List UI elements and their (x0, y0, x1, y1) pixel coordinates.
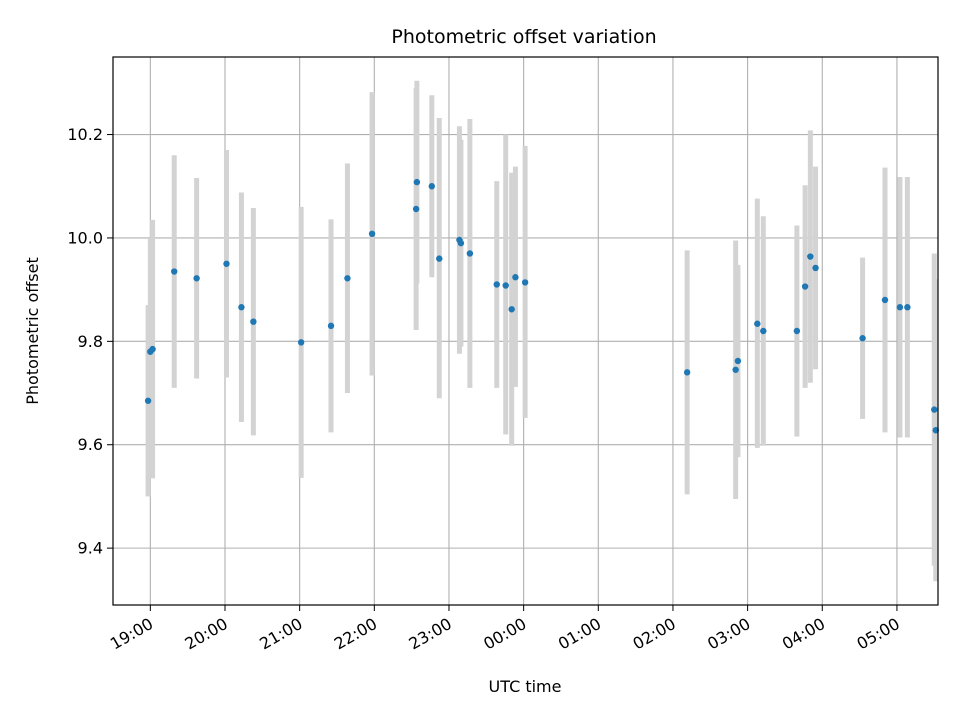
data-point (521, 279, 529, 286)
data-point (412, 205, 420, 213)
data-point (297, 339, 305, 346)
data-point (512, 274, 519, 281)
data-point (344, 275, 351, 282)
plot-area-frame (112, 56, 939, 606)
data-point (171, 268, 178, 275)
data-point (413, 178, 421, 186)
data-point (760, 327, 767, 335)
data-point (466, 250, 474, 257)
data-point (932, 427, 939, 434)
data-point (734, 357, 742, 365)
y-tick-label: 9.4 (78, 539, 103, 558)
y-tick-label: 9.8 (78, 332, 103, 351)
data-point (436, 255, 443, 262)
data-point (502, 282, 509, 289)
data-point (801, 283, 809, 290)
data-point (683, 369, 691, 376)
data-point (250, 318, 257, 325)
data-point (793, 327, 801, 335)
data-point (149, 345, 156, 353)
data-point (881, 296, 889, 304)
data-point (428, 183, 436, 190)
chart-title: Photometric offset variation (391, 26, 656, 48)
data-point (904, 304, 911, 311)
data-point (812, 264, 819, 272)
data-point (238, 304, 245, 311)
y-tick-label: 10.0 (67, 228, 103, 247)
data-points (144, 178, 939, 434)
data-point (896, 304, 904, 311)
data-point (193, 275, 200, 282)
y-axis-title: Photometric offset (23, 257, 42, 405)
data-point (732, 366, 739, 373)
data-point (223, 260, 230, 267)
data-point (493, 281, 500, 288)
data-point (144, 397, 152, 404)
y-tick-label: 10.2 (67, 125, 103, 144)
data-point (508, 306, 515, 313)
data-point (931, 406, 938, 413)
data-point (368, 230, 376, 238)
data-point (754, 320, 761, 327)
y-axis-ticks: 9.4 9.6 9.8 10.0 10.2 (67, 125, 113, 558)
data-point (457, 239, 465, 247)
x-axis-title: UTC time (489, 677, 562, 696)
data-point (807, 253, 814, 260)
data-point (859, 335, 866, 342)
y-tick-label: 9.6 (78, 435, 103, 454)
data-point (327, 322, 335, 330)
